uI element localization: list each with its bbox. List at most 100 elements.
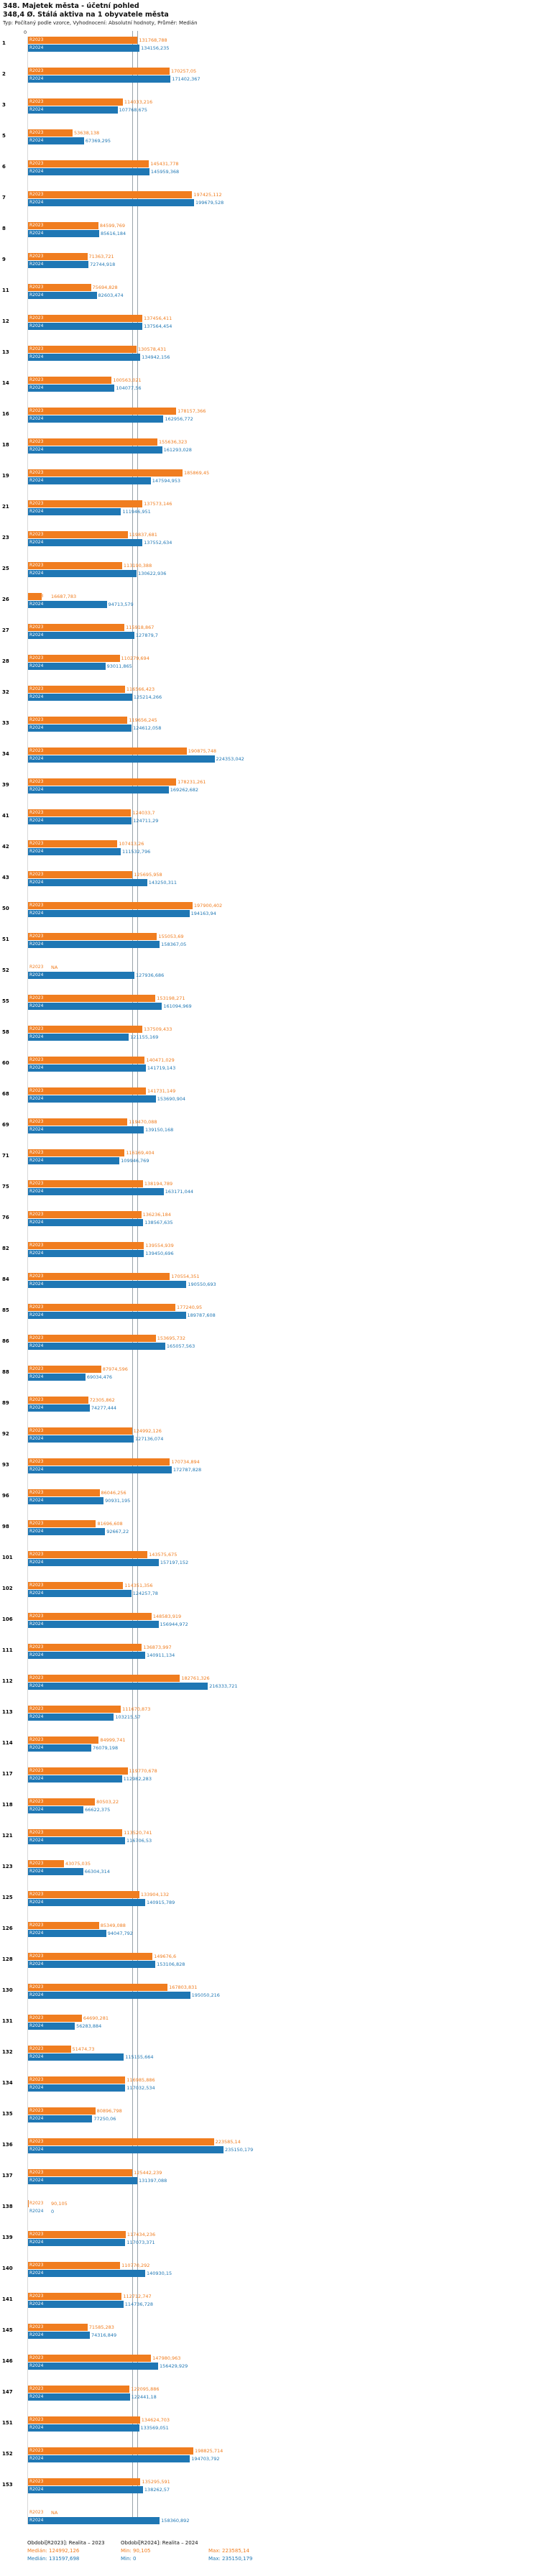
- bar-r2023[interactable]: [28, 1397, 88, 1404]
- bar-r2024[interactable]: [28, 2393, 130, 2401]
- bar-r2024[interactable]: [28, 1157, 120, 1164]
- bar-r2024[interactable]: [28, 1837, 125, 1844]
- bar-r2024[interactable]: [28, 354, 141, 361]
- bar-r2023[interactable]: [28, 1304, 176, 1311]
- bar-r2023[interactable]: [28, 624, 125, 631]
- bar-r2023[interactable]: [28, 2447, 193, 2455]
- bar-r2023[interactable]: [28, 2231, 126, 2238]
- bar-r2023[interactable]: [28, 1180, 143, 1187]
- bar-r2024[interactable]: [28, 1559, 159, 1566]
- bar-r2023[interactable]: [28, 933, 157, 940]
- bar-r2023[interactable]: [28, 902, 193, 909]
- bar-r2024[interactable]: [28, 1868, 83, 1875]
- bar-r2024[interactable]: [28, 2053, 124, 2061]
- bar-r2024[interactable]: [28, 1590, 132, 1597]
- bar-r2024[interactable]: [28, 1775, 122, 1782]
- bar-r2023[interactable]: [28, 68, 170, 75]
- bar-r2023[interactable]: [28, 1767, 128, 1775]
- bar-r2023[interactable]: [28, 346, 137, 353]
- bar-r2023[interactable]: [28, 1551, 148, 1558]
- bar-r2024[interactable]: [28, 1374, 86, 1381]
- bar-r2024[interactable]: [28, 1312, 186, 1319]
- bar-r2023[interactable]: [28, 2169, 133, 2176]
- bar-r2024[interactable]: [28, 941, 160, 948]
- bar-r2023[interactable]: [28, 1520, 96, 1527]
- bar-r2023[interactable]: [28, 160, 149, 167]
- bar-r2024[interactable]: [28, 1219, 144, 1226]
- bar-r2024[interactable]: [28, 1435, 134, 1443]
- bar-r2023[interactable]: [28, 469, 183, 477]
- bar-r2023[interactable]: [28, 686, 125, 693]
- bar-r2023[interactable]: [28, 871, 133, 878]
- bar-r2023[interactable]: [28, 98, 123, 106]
- bar-r2023[interactable]: [28, 1798, 96, 1806]
- bar-r2023[interactable]: [28, 655, 120, 662]
- bar-r2023[interactable]: [28, 1211, 142, 1218]
- bar-r2024[interactable]: [28, 2115, 93, 2122]
- bar-r2023[interactable]: [28, 1860, 64, 1867]
- bar-r2023[interactable]: [28, 1427, 132, 1435]
- bar-r2024[interactable]: [28, 446, 162, 454]
- bar-r2023[interactable]: [28, 1829, 123, 1836]
- bar-r2023[interactable]: [28, 500, 143, 507]
- bar-r2024[interactable]: [28, 477, 151, 484]
- bar-r2023[interactable]: [28, 315, 142, 322]
- bar-r2023[interactable]: [28, 778, 177, 786]
- bar-r2024[interactable]: [28, 2146, 224, 2153]
- bar-r2024[interactable]: [28, 694, 132, 701]
- bar-r2024[interactable]: [28, 1683, 208, 1690]
- bar-r2024[interactable]: [28, 1281, 187, 1288]
- bar-r2023[interactable]: [28, 2262, 121, 2269]
- bar-r2023[interactable]: [28, 562, 122, 569]
- bar-r2024[interactable]: [28, 972, 134, 979]
- bar-r2024[interactable]: [28, 385, 115, 392]
- bar-r2024[interactable]: [28, 2455, 190, 2462]
- bar-r2023[interactable]: [28, 1149, 125, 1156]
- bar-r2024[interactable]: [28, 508, 121, 515]
- bar-r2024[interactable]: [28, 1930, 106, 1937]
- bar-r2024[interactable]: [28, 663, 106, 670]
- bar-r2024[interactable]: [28, 1899, 145, 1906]
- bar-r2024[interactable]: [28, 1621, 159, 1628]
- bar-r2023[interactable]: [28, 1026, 143, 1033]
- bar-r2024[interactable]: [28, 1126, 144, 1133]
- bar-r2024[interactable]: [28, 75, 171, 83]
- bar-r2024[interactable]: [28, 817, 132, 824]
- bar-r2024[interactable]: [28, 786, 169, 794]
- bar-r2024[interactable]: [28, 2332, 90, 2339]
- bar-r2024[interactable]: [28, 1714, 114, 1721]
- bar-r2024[interactable]: [28, 539, 143, 546]
- bar-r2023[interactable]: [28, 2015, 82, 2022]
- bar-r2023[interactable]: [28, 531, 128, 538]
- bar-r2024[interactable]: [28, 910, 190, 917]
- bar-r2023[interactable]: [28, 1118, 128, 1126]
- bar-r2024[interactable]: [28, 1528, 106, 1535]
- bar-r2023[interactable]: [28, 995, 156, 1002]
- bar-r2023[interactable]: [28, 284, 91, 291]
- bar-r2023[interactable]: [28, 840, 118, 847]
- bar-r2024[interactable]: [28, 2486, 143, 2493]
- bar-r2024[interactable]: [28, 415, 164, 423]
- bar-r2023[interactable]: [28, 1984, 168, 1991]
- bar-r2024[interactable]: [28, 1497, 104, 1504]
- bar-r2023[interactable]: [28, 1242, 144, 1249]
- bar-r2023[interactable]: [28, 2416, 140, 2424]
- bar-r2024[interactable]: [28, 261, 89, 268]
- bar-r2023[interactable]: [28, 1613, 152, 1620]
- bar-r2024[interactable]: [28, 1095, 156, 1103]
- bar-r2023[interactable]: [28, 1489, 100, 1496]
- bar-r2023[interactable]: [28, 37, 138, 44]
- bar-r2023[interactable]: [28, 438, 158, 446]
- bar-r2023[interactable]: [28, 1366, 101, 1373]
- bar-r2023[interactable]: [28, 2293, 122, 2300]
- bar-r2023[interactable]: [28, 593, 42, 600]
- bar-r2024[interactable]: [28, 230, 100, 237]
- bar-r2024[interactable]: [28, 1806, 84, 1813]
- bar-r2023[interactable]: [28, 191, 193, 198]
- bar-r2024[interactable]: [28, 724, 132, 732]
- bar-r2024[interactable]: [28, 137, 84, 144]
- bar-r2024[interactable]: [28, 2023, 75, 2030]
- bar-r2024[interactable]: [28, 1744, 91, 1752]
- bar-r2023[interactable]: [28, 809, 132, 816]
- bar-r2024[interactable]: [28, 2301, 124, 2308]
